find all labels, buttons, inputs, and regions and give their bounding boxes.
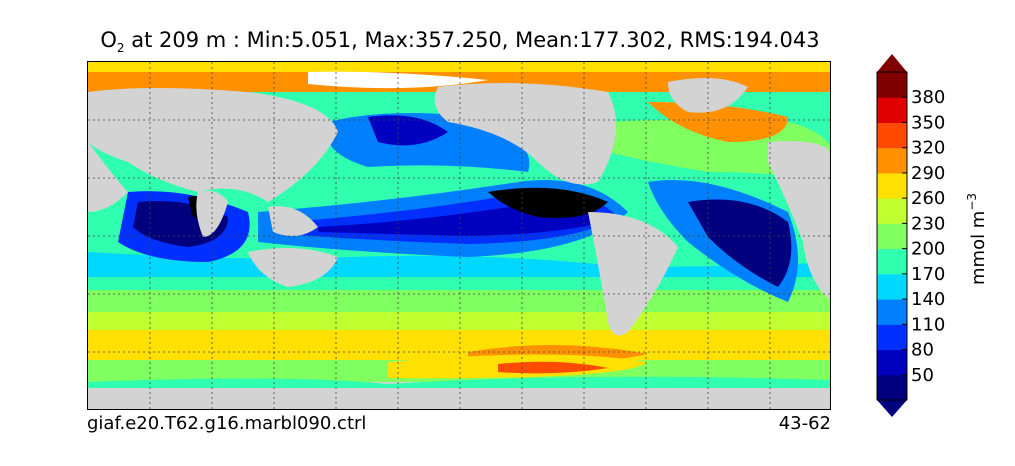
plot-title: O2 at 209 m : Min:5.051, Max:357.250, Me… — [0, 28, 920, 55]
years-label: 43-62 — [778, 413, 831, 434]
units-text: mmol m — [968, 211, 989, 285]
colorbar-tick-label: 320 — [911, 138, 945, 159]
colorbar-tick-label: 380 — [911, 87, 945, 108]
sea-ice-missing — [308, 71, 488, 89]
land-africa-east — [88, 142, 128, 212]
land-eurasia — [88, 88, 338, 202]
band-southern-230 — [88, 290, 830, 312]
patch-ross-350 — [498, 361, 608, 374]
map-svg — [88, 62, 830, 409]
north-atlantic-320 — [648, 102, 788, 142]
colorbar-swatch — [877, 324, 907, 351]
colorbar-tick-label: 350 — [911, 112, 945, 133]
arctic-290 — [88, 62, 830, 72]
colorbar-tick-label: 230 — [911, 213, 945, 234]
colorbar-swatch — [877, 97, 907, 123]
land-north-america — [434, 83, 616, 185]
land-australia — [248, 248, 338, 287]
title-stats: at 209 m : Min:5.051, Max:357.250, Mean:… — [124, 28, 820, 52]
svg-text:mmol m−3: mmol m−3 — [965, 193, 989, 285]
colorbar-tick-label: 110 — [911, 314, 945, 335]
band-antarctic-margin — [88, 376, 830, 388]
colorbar-tick-label: 170 — [911, 264, 945, 285]
map-panel — [87, 61, 831, 410]
band-southern-260 — [88, 312, 830, 330]
colorbar-swatch — [877, 223, 907, 250]
omz-pacific-core — [488, 187, 608, 218]
colorbar-swatch — [877, 172, 907, 199]
colorbar-swatch — [877, 349, 907, 376]
colorbar-swatch — [877, 374, 907, 401]
colorbar-tick-label: 260 — [911, 188, 945, 209]
colorbar-swatch — [877, 273, 907, 300]
units-superscript: −3 — [965, 193, 979, 211]
colorbar-tick-label: 200 — [911, 239, 945, 260]
colorbar-extend-under — [877, 400, 907, 417]
atlantic-50 — [688, 199, 792, 287]
land-southeast-asia — [268, 206, 318, 236]
land-africa-west — [768, 141, 830, 301]
colorbar-outline — [876, 71, 908, 401]
colorbar-swatches — [877, 72, 907, 401]
colorbar-swatch — [877, 72, 907, 98]
colorbar-tick-label: 50 — [911, 365, 934, 386]
title-variable: O — [100, 28, 117, 52]
land-south-america — [588, 212, 678, 336]
colorbar-tick-label: 80 — [911, 340, 934, 361]
colorbar-tick-label: 140 — [911, 289, 945, 310]
colorbar-units-label: mmol m−3 — [965, 193, 989, 285]
colorbar-swatch — [877, 299, 907, 325]
graticule — [88, 62, 830, 409]
colorbar-extend-over — [877, 54, 907, 72]
colorbar-swatch — [877, 147, 907, 174]
colorbar: 50 80 110 140 170 200 230 260 290 320 350 380 — [876, 54, 945, 417]
colorbar-swatch — [877, 248, 907, 275]
north-pacific-50 — [368, 115, 448, 146]
colorbar-tick-label: 290 — [911, 163, 945, 184]
band-southern-290 — [88, 330, 830, 360]
case-name-label: giaf.e20.T62.g16.marbl090.ctrl — [87, 413, 367, 434]
colorbar-swatch — [877, 122, 907, 149]
title-variable-subscript: 2 — [116, 41, 125, 56]
colorbar-ticks: 50 80 110 140 170 200 230 260 290 320 350 380 — [902, 87, 945, 386]
colorbar-swatch — [877, 198, 907, 224]
land-greenland — [668, 78, 748, 113]
